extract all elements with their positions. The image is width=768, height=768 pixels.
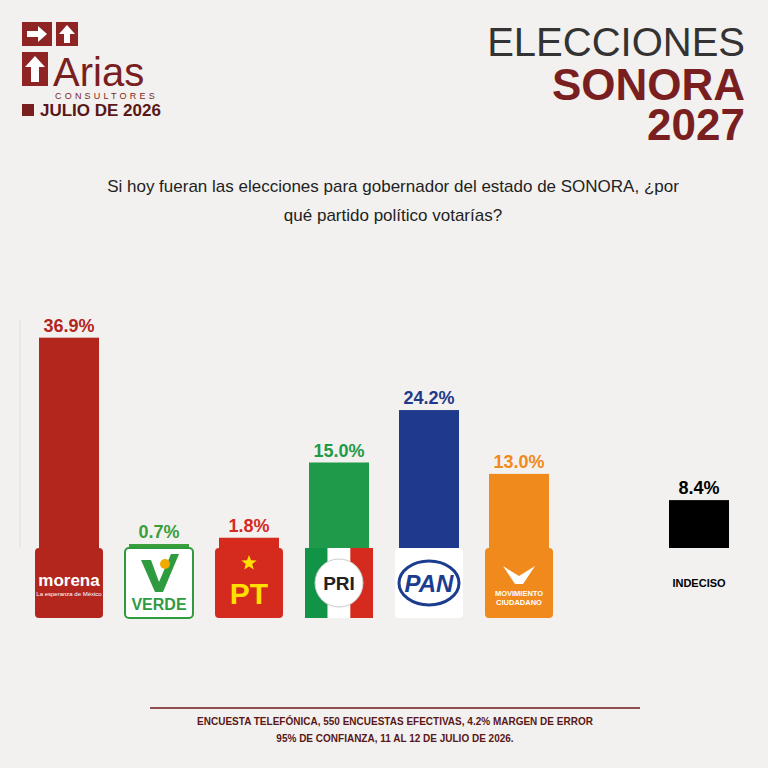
logo-mark <box>503 566 535 584</box>
footer-text: ENCUESTA TELEFÓNICA, 550 ENCUESTAS EFECT… <box>197 715 594 727</box>
title: Si hoy fueran las elecciones para gobern… <box>107 177 679 225</box>
logo-bg <box>485 548 553 618</box>
annotation: La esperanza de México <box>36 591 102 597</box>
footer-text: 95% DE CONFIANZA, 11 AL 12 DE JULIO DE 2… <box>276 733 514 744</box>
data-label: 36.9% <box>43 316 94 336</box>
category-logo: morenaLa esperanza de México <box>35 548 103 618</box>
icon-box <box>22 22 52 46</box>
data-label: 1.8% <box>228 516 269 536</box>
data-label: 24.2% <box>403 388 454 408</box>
heading: ELECCIONES <box>487 20 745 64</box>
background <box>0 0 768 768</box>
bar <box>399 410 459 548</box>
icon-arrow <box>25 56 45 82</box>
category-logo: MOVIMIENTOCIUDADANO <box>485 548 553 618</box>
category-logo: PT <box>215 548 283 618</box>
date: JULIO DE 2026 <box>40 101 161 120</box>
logo-mark <box>315 559 363 607</box>
data-label: 8.4% <box>678 478 719 498</box>
data-label: 13.0% <box>493 452 544 472</box>
icon-arrow <box>59 25 75 43</box>
footer-rule <box>150 707 640 709</box>
value-axis <box>20 320 21 548</box>
bar <box>39 338 99 548</box>
category-logo: VERDE <box>125 548 193 618</box>
logo-mark <box>399 561 459 605</box>
category-label: morena <box>38 571 100 590</box>
brand-sub: CONSULTORES <box>55 91 158 101</box>
bar <box>309 463 369 549</box>
logo-bg <box>35 548 103 618</box>
category-logo: PRI <box>305 548 373 618</box>
bar <box>669 500 729 548</box>
logo-mark <box>241 555 256 570</box>
icon-box <box>22 52 48 86</box>
category-label: PAN <box>405 570 455 597</box>
year: 2027 <box>647 100 745 149</box>
date-square <box>22 104 34 116</box>
category-logo: PAN <box>395 548 463 618</box>
logo-bg <box>215 548 283 618</box>
category-label: PT <box>230 577 268 610</box>
logo-bg <box>395 548 463 618</box>
data-label: 0.7% <box>138 522 179 542</box>
icon-box <box>56 22 78 46</box>
bar <box>219 538 279 548</box>
logo-mark <box>160 559 170 569</box>
brand: Arias <box>53 50 144 94</box>
data-label: 15.0% <box>313 441 364 461</box>
icon-arrow <box>27 26 47 42</box>
logo-bg <box>125 548 193 618</box>
bar <box>489 474 549 548</box>
category-label: INDECISO <box>672 577 726 589</box>
category-label: MOVIMIENTOCIUDADANO <box>495 589 543 607</box>
logo-mark <box>141 554 179 592</box>
category-label: VERDE <box>131 596 186 613</box>
poll-chart: AriasCONSULTORESJULIO DE 2026 ELECCIONES S… <box>0 0 768 768</box>
bars <box>39 338 729 548</box>
category-label: PRI <box>323 573 355 594</box>
